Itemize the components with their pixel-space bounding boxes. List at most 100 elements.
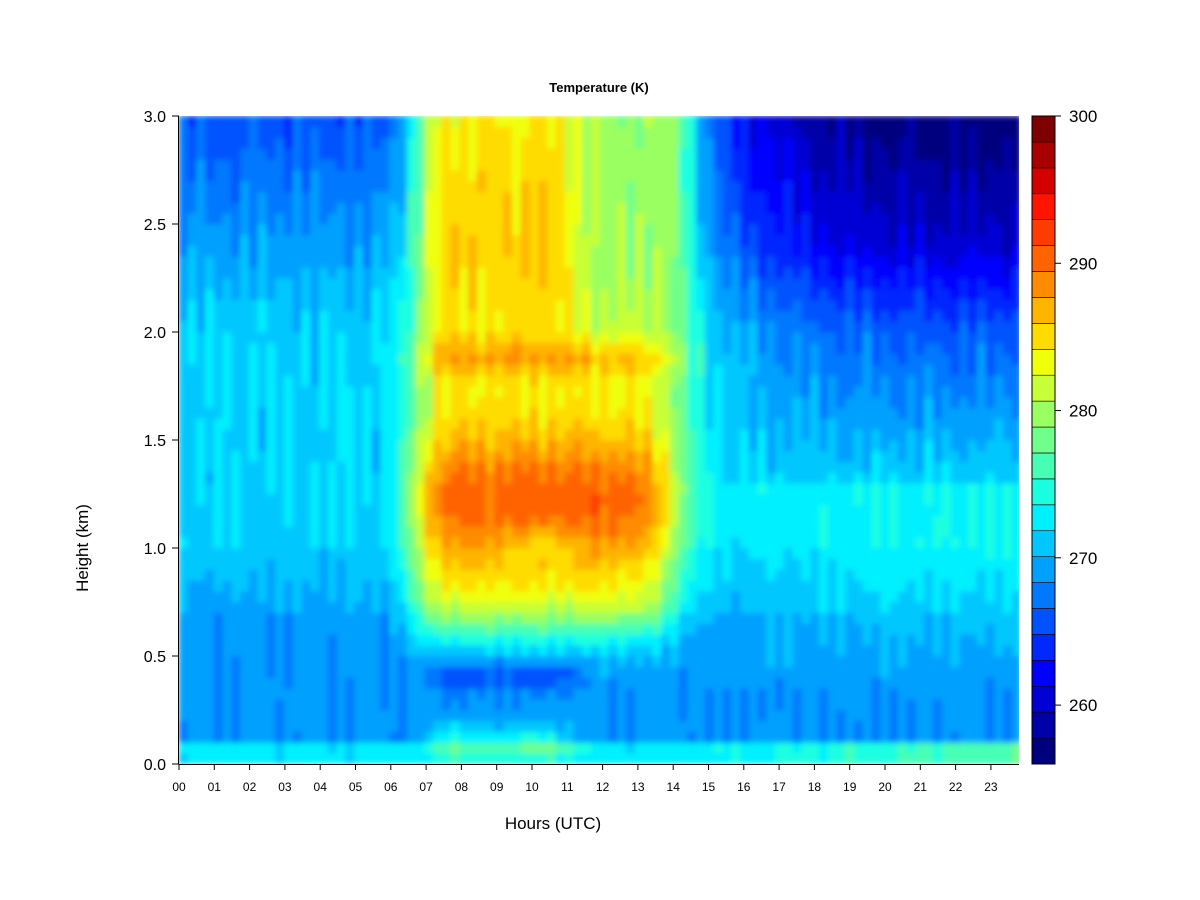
heatmap-cell (722, 223, 732, 236)
heatmap-cell (687, 623, 697, 635)
heatmap-cell (336, 385, 346, 398)
heatmap-cell (704, 148, 715, 160)
heatmap-cell (476, 450, 487, 462)
heatmap-cell (853, 493, 864, 506)
heatmap-cell (450, 688, 460, 700)
heatmap-cell (678, 148, 688, 160)
heatmap-cell (862, 374, 873, 387)
heatmap-cell (468, 655, 478, 668)
heatmap-cell (880, 148, 890, 160)
heatmap-cell (889, 731, 899, 743)
heatmap-cell (652, 374, 662, 387)
heatmap-cell (652, 590, 662, 603)
heatmap-cell (827, 536, 838, 549)
heatmap-cell (818, 396, 829, 408)
heatmap-cell (371, 353, 382, 365)
heatmap-cell (266, 320, 276, 333)
heatmap-cell (476, 569, 487, 581)
heatmap-cell (476, 634, 487, 646)
heatmap-cell (827, 644, 838, 657)
heatmap-cell (468, 212, 478, 225)
heatmap-cell (310, 299, 320, 311)
heatmap-cell (450, 580, 460, 592)
heatmap-cell (529, 126, 539, 138)
heatmap-cell (213, 536, 224, 549)
heatmap-cell (783, 677, 794, 689)
heatmap-cell (266, 418, 276, 430)
heatmap-cell (222, 116, 232, 128)
heatmap-cell (389, 720, 399, 732)
heatmap-cell (625, 731, 636, 743)
heatmap-cell (661, 666, 671, 678)
heatmap-cell (406, 742, 417, 754)
heatmap-cell (511, 364, 522, 376)
heatmap-cell (582, 439, 592, 452)
heatmap-cell (687, 698, 697, 711)
heatmap-cell (468, 472, 478, 484)
heatmap-cell (476, 202, 487, 214)
heatmap-cell (511, 245, 522, 257)
heatmap-cell (266, 266, 276, 279)
heatmap-cell (625, 234, 636, 246)
heatmap-cell (450, 493, 460, 506)
heatmap-cell (292, 515, 303, 527)
heatmap-cell (801, 126, 811, 138)
heatmap-cell (617, 234, 627, 246)
heatmap-cell (380, 515, 390, 527)
heatmap-cell (801, 439, 811, 452)
heatmap-cell (266, 331, 276, 344)
heatmap-cell (661, 644, 671, 657)
heatmap-cell (810, 461, 820, 473)
heatmap-cell (187, 731, 197, 743)
heatmap-cell (739, 666, 750, 678)
heatmap-cell (371, 148, 382, 160)
heatmap-cell (520, 191, 531, 203)
heatmap-cell (213, 374, 224, 387)
heatmap-cell (687, 385, 697, 398)
heatmap-cell (503, 320, 513, 333)
heatmap-cell (792, 504, 802, 516)
heatmap-cell (319, 450, 329, 462)
heatmap-cell (713, 202, 724, 214)
heatmap-cell (520, 116, 531, 128)
heatmap-cell (179, 612, 189, 624)
heatmap-cell (450, 601, 460, 614)
heatmap-cell (687, 126, 697, 138)
heatmap-cell (810, 601, 820, 614)
heatmap-cell (415, 526, 425, 538)
heatmap-cell (783, 320, 794, 333)
heatmap-cell (731, 688, 741, 700)
heatmap-cell (354, 342, 364, 354)
heatmap-cell (836, 320, 846, 333)
heatmap-cell (248, 191, 259, 203)
heatmap-cell (433, 374, 443, 387)
heatmap-cell (669, 245, 680, 257)
heatmap-cell (476, 720, 487, 732)
heatmap-cell (880, 223, 890, 236)
heatmap-cell (485, 385, 496, 398)
heatmap-cell (827, 742, 838, 754)
heatmap-cell (669, 223, 680, 236)
heatmap-cell (775, 504, 785, 516)
heatmap-cell (485, 666, 496, 678)
heatmap-cell (582, 126, 592, 138)
heatmap-cell (301, 245, 311, 257)
heatmap-cell (617, 288, 627, 300)
heatmap-cell (599, 374, 610, 387)
heatmap-cell (362, 353, 373, 365)
heatmap-cell (450, 472, 460, 484)
heatmap-cell (731, 396, 741, 408)
heatmap-cell (266, 277, 276, 290)
heatmap-cell (441, 158, 452, 171)
heatmap-cell (827, 331, 838, 344)
heatmap-cell (853, 612, 864, 624)
heatmap-cell (529, 331, 539, 344)
heatmap-cell (494, 698, 504, 711)
heatmap-cell (415, 439, 425, 452)
heatmap-cell (397, 569, 408, 581)
heatmap-cell (590, 428, 601, 441)
heatmap-cell (739, 256, 750, 268)
heatmap-cell (538, 536, 548, 549)
heatmap-cell (240, 191, 250, 203)
heatmap-cell (441, 407, 452, 419)
